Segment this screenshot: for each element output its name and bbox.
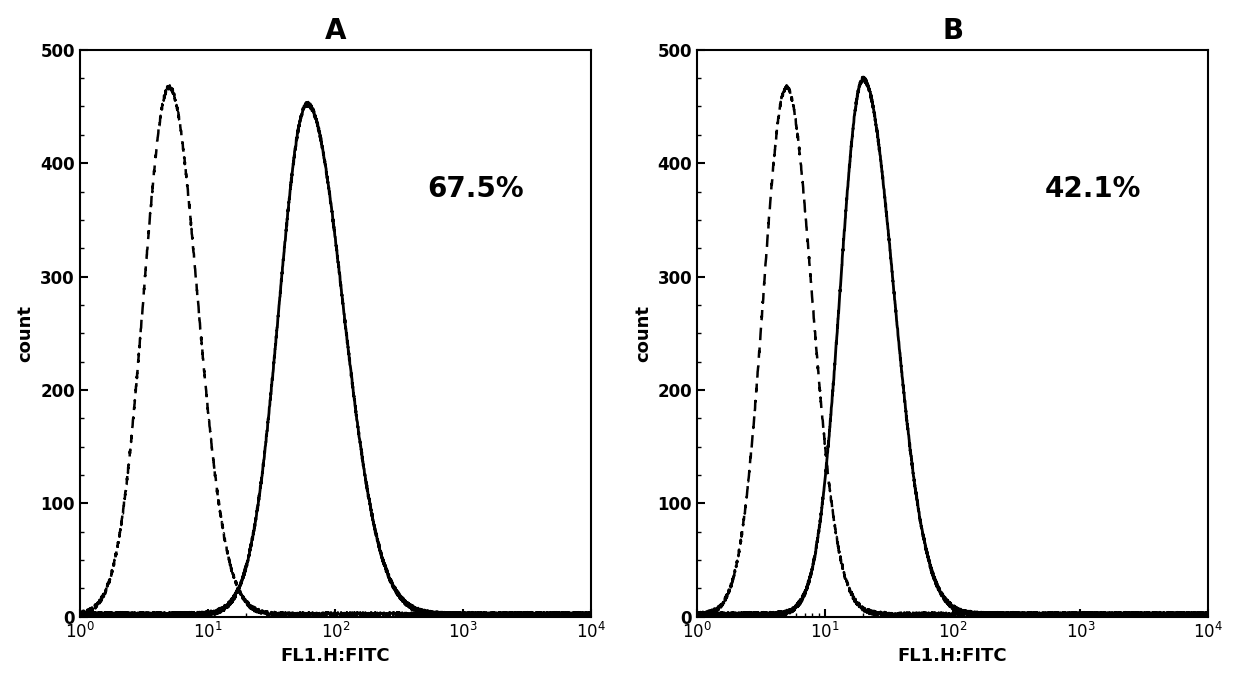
- Y-axis label: count: count: [634, 305, 652, 361]
- Title: B: B: [942, 16, 963, 44]
- Y-axis label: count: count: [16, 305, 35, 361]
- Text: 42.1%: 42.1%: [1044, 175, 1141, 203]
- Title: A: A: [325, 16, 346, 44]
- Text: 67.5%: 67.5%: [428, 175, 525, 203]
- X-axis label: FL1.H:FITC: FL1.H:FITC: [898, 647, 1007, 666]
- X-axis label: FL1.H:FITC: FL1.H:FITC: [280, 647, 391, 666]
